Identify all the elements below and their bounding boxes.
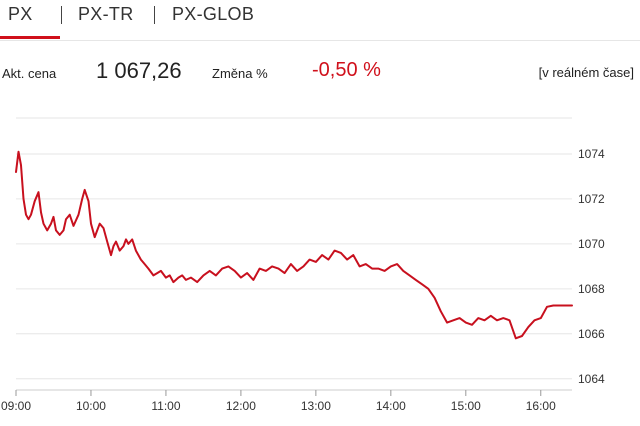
active-tab-indicator — [0, 36, 60, 39]
tab-px-tr[interactable]: PX-TR — [78, 4, 134, 24]
y-tick-label: 1068 — [578, 282, 605, 296]
y-tick-label: 1064 — [578, 372, 605, 386]
tab-px[interactable]: PX — [8, 4, 33, 24]
index-tabs: PX PX-TR PX-GLOB — [0, 0, 640, 41]
y-tick-label: 1066 — [578, 327, 605, 341]
realtime-label: [v reálném čase] — [538, 65, 634, 80]
x-tick-label: 14:00 — [376, 399, 406, 413]
quote-summary: Akt. cena 1 067,26 Změna % -0,50 % [v re… — [0, 58, 640, 88]
price-chart: 1064 1066 1068 1070 1072 1074 09:00 10:00 11:00 1… — [0, 110, 640, 426]
change-label: Změna % — [212, 66, 268, 81]
tab-divider — [154, 6, 155, 24]
price-label: Akt. cena — [2, 66, 57, 81]
x-tick-label: 16:00 — [526, 399, 556, 413]
tabs-divider-line — [0, 40, 640, 41]
price-chart-svg: 1064 1066 1068 1070 1072 1074 09:00 10:00 11:00 1… — [1, 117, 605, 413]
tab-divider — [61, 6, 62, 24]
price-series-line — [15, 150, 573, 340]
y-tick-label: 1072 — [578, 192, 605, 206]
x-tick-label: 10:00 — [76, 399, 106, 413]
tab-px-glob[interactable]: PX-GLOB — [172, 4, 255, 24]
x-tick-label: 12:00 — [226, 399, 256, 413]
x-tick-label: 11:00 — [151, 399, 180, 413]
x-tick-label: 15:00 — [451, 399, 481, 413]
x-tick-label: 09:00 — [1, 399, 31, 413]
price-value: 1 067,26 — [96, 58, 182, 83]
x-tick-label: 13:00 — [301, 399, 331, 413]
change-value: -0,50 % — [312, 59, 381, 81]
y-tick-label: 1070 — [578, 237, 605, 251]
y-tick-label: 1074 — [578, 147, 605, 161]
